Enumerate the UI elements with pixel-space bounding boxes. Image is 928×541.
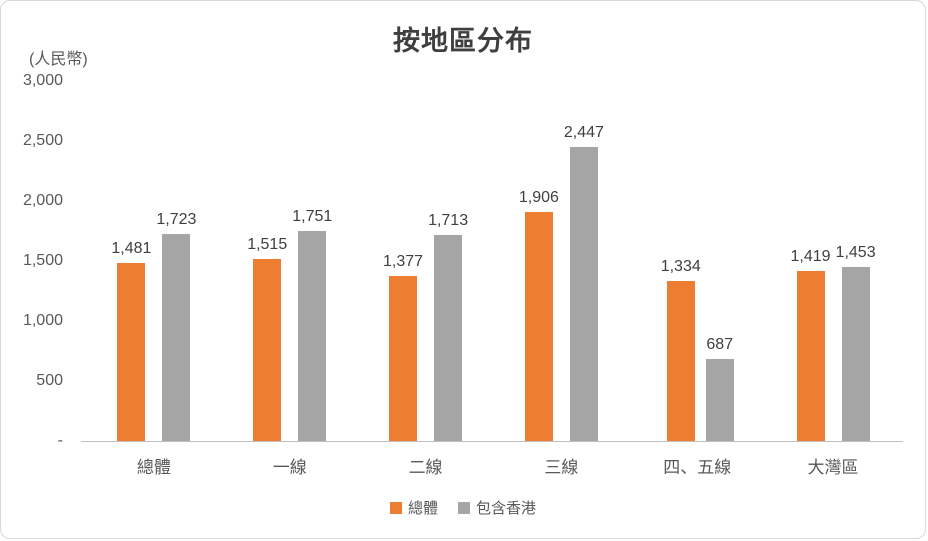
bar-包含香港 [569, 147, 598, 441]
y-tick-label: 2,000 [22, 192, 63, 209]
bar-wrapper: 687 [705, 335, 734, 441]
bar-總體 [117, 263, 146, 441]
bar-wrapper: 1,481 [111, 240, 151, 441]
chart-title: 按地區分布 [393, 26, 533, 56]
bar-group: 1,419 1,453 [765, 81, 901, 441]
x-axis-labels: 總體 一線 二線 三線 四、五線 大灣區 [86, 453, 901, 478]
bar-包含香港 [298, 230, 327, 441]
y-tick-label: 3,000 [22, 72, 63, 89]
legend-label: 總體 [407, 500, 438, 517]
x-category-label: 二線 [408, 458, 443, 477]
bar-包含香港 [841, 266, 870, 441]
bar-wrapper: 1,906 [519, 189, 559, 441]
bar-group: 1,377 1,713 [358, 81, 494, 441]
bar-包含香港 [434, 235, 463, 441]
bar-總體 [666, 280, 695, 441]
x-category-label: 總體 [136, 458, 171, 477]
y-tick-label: 1,000 [22, 312, 63, 329]
bar-wrapper: 1,334 [661, 258, 701, 441]
bar-group: 1,481 1,723 [86, 81, 222, 441]
bar-group: 1,515 1,751 [222, 81, 358, 441]
bar-value-label: 1,453 [835, 243, 876, 261]
x-category-label: 四、五線 [663, 458, 732, 477]
bar-value-label: 1,906 [518, 189, 559, 207]
plot-area: 1,481 1,723 1,515 1,751 1,377 1,713 1,906 2,447… [86, 81, 901, 441]
x-category-label: 一線 [272, 458, 307, 477]
bar-wrapper: 1,713 [428, 212, 468, 441]
bar-value-label: 2,447 [563, 124, 604, 142]
bar-總體 [253, 259, 282, 441]
x-axis-line [81, 441, 903, 442]
y-tick-label: 2,500 [22, 132, 63, 149]
y-axis-unit-label: (人民幣) [29, 51, 88, 68]
y-tick-label: 1,500 [22, 252, 63, 269]
bar-group: 1,906 2,447 [493, 81, 629, 441]
y-tick-label: - [57, 432, 63, 449]
bar-value-label: 1,751 [292, 207, 333, 225]
bar-value-label: 1,334 [660, 257, 701, 275]
legend-label: 包含香港 [476, 500, 537, 517]
bar-value-label: 1,481 [111, 240, 152, 258]
x-category-label: 三線 [544, 458, 579, 477]
legend-item: 總體 [389, 497, 438, 518]
y-axis: 3,000 2,500 2,000 1,500 1,000 500 - [1, 72, 63, 449]
bar-wrapper: 1,751 [292, 208, 332, 441]
bar-group: 1,334 687 [629, 81, 765, 441]
bar-value-label: 1,419 [790, 247, 831, 265]
bar-wrapper: 1,419 [791, 248, 831, 441]
legend: 總體 包含香港 [1, 497, 925, 518]
bar-value-label: 687 [706, 335, 734, 353]
bar-wrapper: 2,447 [564, 124, 604, 441]
bar-value-label: 1,713 [428, 212, 469, 230]
legend-swatch-icon [458, 501, 470, 514]
bar-包含香港 [162, 234, 191, 441]
bar-value-label: 1,515 [247, 236, 288, 254]
bar-wrapper: 1,377 [383, 253, 423, 441]
bar-wrapper: 1,453 [836, 244, 876, 441]
bar-wrapper: 1,723 [156, 211, 196, 441]
legend-swatch-icon [389, 501, 402, 514]
x-category-label: 大灣區 [807, 458, 859, 477]
bar-總體 [796, 270, 825, 441]
bar-總體 [389, 275, 418, 441]
bar-包含香港 [705, 358, 734, 441]
bar-value-label: 1,377 [383, 252, 424, 270]
bar-wrapper: 1,515 [247, 236, 287, 441]
legend-item: 包含香港 [458, 497, 536, 518]
bar-value-label: 1,723 [156, 211, 197, 229]
bar-總體 [524, 212, 553, 441]
y-tick-label: 500 [36, 372, 63, 389]
